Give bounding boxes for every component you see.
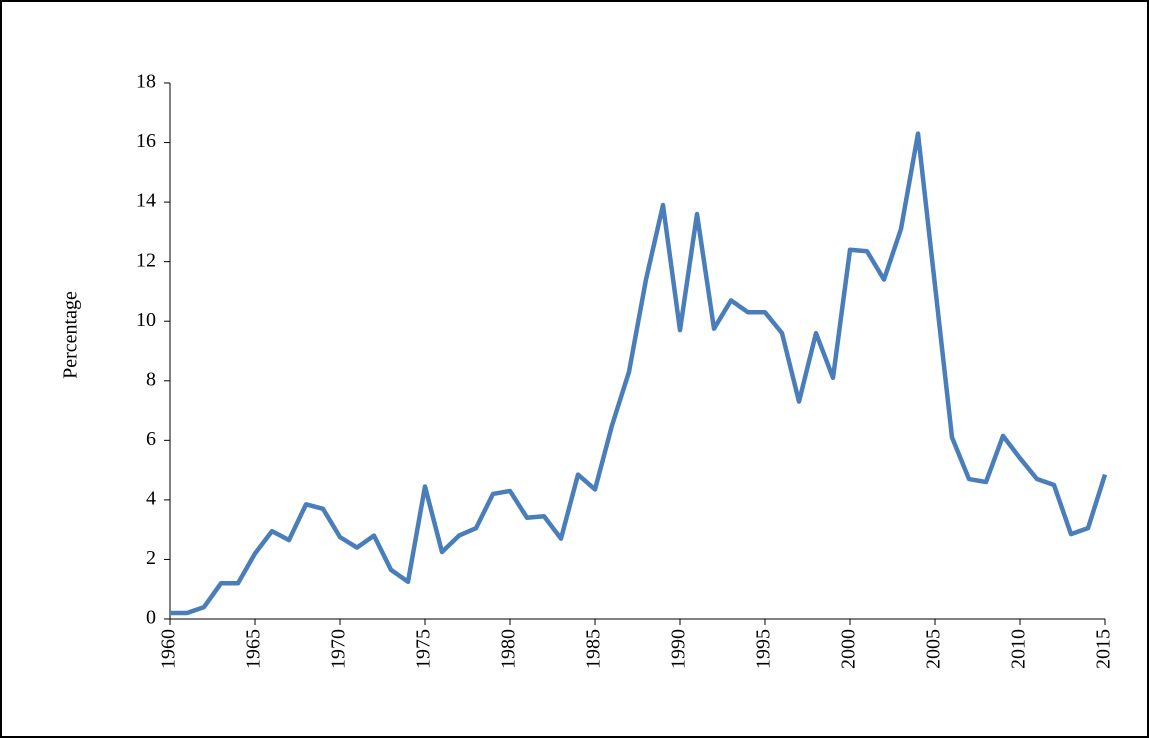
x-tick-label: 1965: [243, 629, 265, 669]
y-tick-label: 6: [146, 428, 156, 450]
y-tick-label: 8: [146, 368, 156, 390]
y-tick-label: 14: [136, 190, 156, 212]
x-tick-label: 1990: [668, 629, 690, 669]
x-tick-label: 1985: [583, 629, 605, 669]
y-tick-label: 2: [146, 547, 156, 569]
y-tick-label: 0: [146, 607, 156, 629]
x-tick-label: 1960: [158, 629, 180, 669]
x-tick-label: 1975: [413, 629, 435, 669]
x-tick-label: 2005: [923, 629, 945, 669]
x-tick-label: 1980: [498, 629, 520, 669]
y-tick-label: 4: [146, 487, 156, 509]
x-tick-label: 1970: [328, 629, 350, 669]
x-tick-label: 1995: [753, 629, 775, 669]
data-line: [170, 131, 1108, 616]
y-axis-label: Percentage: [60, 291, 82, 379]
x-tick-label: 2000: [838, 629, 860, 669]
y-tick-label: 16: [136, 130, 156, 152]
x-tick-label: 2015: [1093, 629, 1115, 669]
y-tick-label: 12: [136, 249, 156, 271]
y-tick-label: 10: [136, 309, 156, 331]
y-tick-label: 18: [136, 71, 156, 93]
x-tick-label: 2010: [1008, 629, 1030, 669]
